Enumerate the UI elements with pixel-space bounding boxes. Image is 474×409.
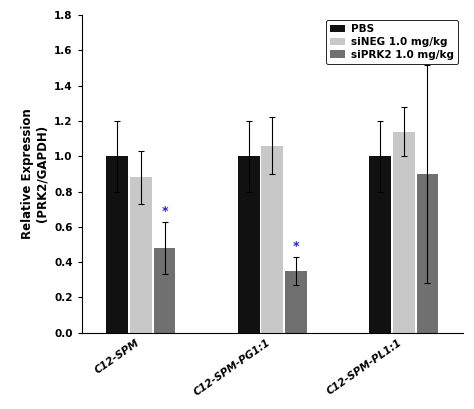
Legend: PBS, siNEG 1.0 mg/kg, siPRK2 1.0 mg/kg: PBS, siNEG 1.0 mg/kg, siPRK2 1.0 mg/kg bbox=[326, 20, 458, 64]
Bar bbox=[285, 271, 307, 333]
Bar bbox=[106, 156, 128, 333]
Bar bbox=[130, 178, 152, 333]
Text: *: * bbox=[161, 205, 168, 218]
Y-axis label: Relative Expression
(PRK2/GAPDH): Relative Expression (PRK2/GAPDH) bbox=[20, 108, 49, 239]
Bar bbox=[238, 156, 260, 333]
Bar bbox=[369, 156, 391, 333]
Bar bbox=[154, 248, 175, 333]
Text: *: * bbox=[293, 240, 299, 253]
Bar bbox=[262, 146, 283, 333]
Bar bbox=[417, 174, 438, 333]
Bar bbox=[393, 132, 415, 333]
